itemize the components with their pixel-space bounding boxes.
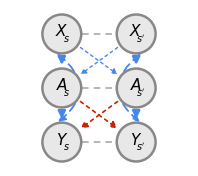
Text: $\mathit{s'}$: $\mathit{s'}$ (136, 87, 145, 99)
FancyArrowPatch shape (133, 56, 139, 62)
FancyArrowPatch shape (59, 56, 65, 62)
Text: $\mathit{s}$: $\mathit{s}$ (63, 34, 69, 44)
Circle shape (42, 14, 81, 53)
Circle shape (117, 69, 156, 107)
FancyArrowPatch shape (80, 48, 116, 74)
FancyArrowPatch shape (118, 54, 140, 121)
FancyArrowPatch shape (133, 110, 139, 116)
Text: $\mathit{X}$: $\mathit{X}$ (55, 23, 69, 39)
Circle shape (42, 123, 81, 162)
Text: $\mathit{A}$: $\mathit{A}$ (56, 77, 68, 93)
FancyArrowPatch shape (82, 48, 118, 74)
Text: $\mathit{Y}$: $\mathit{Y}$ (130, 131, 142, 147)
Circle shape (117, 14, 156, 53)
FancyArrowPatch shape (82, 102, 118, 127)
Circle shape (42, 69, 81, 107)
Text: $\mathit{s'}$: $\mathit{s'}$ (136, 33, 145, 45)
Text: $\mathit{s}$: $\mathit{s}$ (63, 142, 69, 152)
FancyArrowPatch shape (80, 102, 116, 127)
Text: $\mathit{s}$: $\mathit{s}$ (63, 88, 69, 98)
Text: $\mathit{s'}$: $\mathit{s'}$ (136, 141, 145, 153)
Circle shape (117, 123, 156, 162)
FancyArrowPatch shape (58, 54, 80, 121)
FancyArrowPatch shape (59, 110, 65, 116)
Text: $\mathit{X}$: $\mathit{X}$ (129, 23, 143, 39)
Text: $\mathit{A}$: $\mathit{A}$ (130, 77, 142, 93)
Text: $\mathit{Y}$: $\mathit{Y}$ (56, 131, 68, 147)
